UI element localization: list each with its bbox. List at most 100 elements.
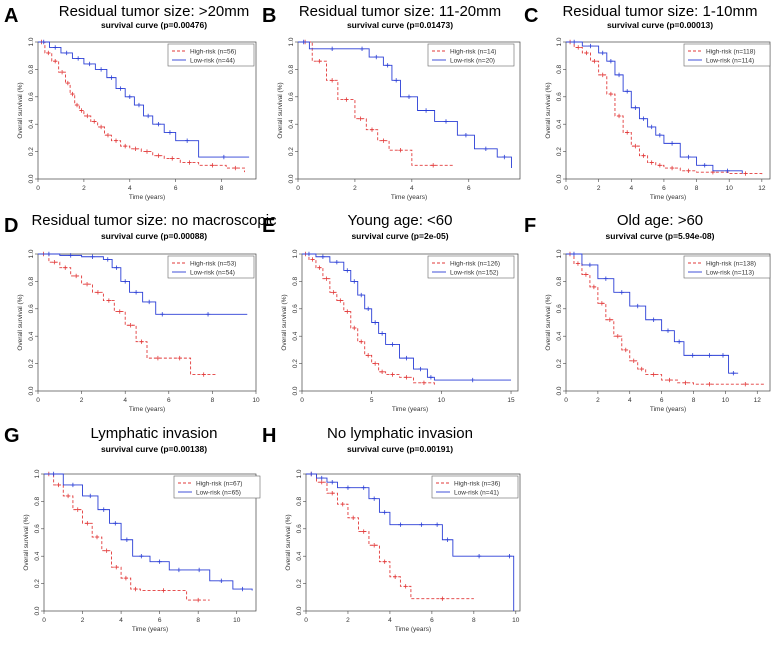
censor-mark: [398, 148, 403, 153]
x-axis-label: Time (years): [129, 194, 165, 201]
legend-box: [683, 255, 771, 279]
censor-mark: [124, 537, 130, 542]
censor-mark: [330, 490, 335, 496]
x-tick-label: 6: [467, 185, 471, 192]
censor-mark: [128, 323, 133, 328]
y-tick-label: 0.0: [288, 174, 295, 183]
censor-mark: [665, 328, 671, 333]
censor-mark: [184, 138, 190, 143]
censor-mark: [64, 50, 69, 56]
censor-mark: [109, 75, 114, 80]
y-tick-label: 1.0: [28, 37, 35, 46]
censor-mark: [649, 124, 654, 130]
legend-entry: Low-risk (n=44): [190, 57, 235, 64]
plot-frame: [565, 41, 771, 180]
panel-letter: F: [524, 215, 536, 237]
censor-mark: [382, 559, 387, 564]
censor-mark: [743, 381, 748, 387]
x-tick-label: 5: [370, 397, 374, 404]
censor-mark: [101, 507, 106, 512]
censor-mark: [600, 50, 605, 56]
legend-entry: Low-risk (n=114): [706, 57, 754, 64]
legend-entry: Low-risk (n=152): [450, 269, 499, 276]
censor-mark: [95, 290, 101, 295]
x-axis-label: Time (years): [132, 626, 168, 633]
censor-mark: [351, 515, 356, 521]
censor-mark: [608, 91, 614, 97]
x-tick-label: 6: [660, 397, 664, 404]
censor-mark: [74, 102, 80, 108]
series-line-low-risk: [38, 253, 248, 315]
censor-mark: [155, 355, 161, 361]
y-tick-label: 0.4: [556, 119, 563, 128]
censor-mark: [177, 355, 182, 361]
censor-mark: [98, 67, 104, 72]
series-line-low-risk: [44, 473, 253, 591]
censor-mark: [329, 78, 335, 83]
x-tick-label: 2: [81, 617, 85, 624]
x-tick-label: 8: [472, 617, 476, 624]
censor-mark: [123, 279, 128, 284]
y-tick-label: 1.0: [556, 249, 563, 258]
y-tick-label: 1.0: [288, 37, 295, 46]
censor-mark: [599, 301, 605, 306]
x-tick-label: 2: [82, 185, 86, 192]
censor-mark: [187, 160, 192, 165]
censor-mark: [507, 554, 512, 559]
plot-frame: [301, 253, 519, 392]
censor-mark: [392, 574, 398, 579]
series-line-high-risk: [302, 253, 435, 386]
y-tick-label: 0.4: [34, 551, 41, 560]
censor-mark: [75, 56, 81, 61]
y-tick-label: 0.8: [556, 277, 563, 286]
censor-mark: [385, 63, 390, 68]
censor-mark: [445, 537, 450, 542]
legend-entry: Low-risk (n=41): [454, 489, 499, 496]
censor-mark: [669, 141, 675, 146]
censor-mark: [707, 353, 712, 358]
y-tick-label: 0.4: [292, 331, 299, 340]
censor-mark: [133, 586, 138, 592]
censor-mark: [476, 554, 482, 559]
censor-mark: [398, 522, 403, 527]
censor-mark: [372, 361, 378, 366]
censor-mark: [372, 320, 378, 325]
censor-mark: [352, 279, 357, 284]
censor-mark: [361, 485, 366, 490]
x-tick-label: 8: [695, 185, 699, 192]
censor-mark: [428, 375, 434, 380]
censor-mark: [404, 375, 409, 380]
censor-mark: [170, 156, 175, 161]
censor-mark: [571, 251, 577, 257]
censor-mark: [157, 559, 162, 564]
y-axis-label: Overall survival (%): [277, 82, 284, 138]
censor-mark: [725, 168, 730, 173]
x-tick-label: 2: [597, 185, 601, 192]
censor-mark: [310, 257, 315, 262]
plot-frame: [297, 41, 521, 180]
y-tick-label: 1.0: [556, 37, 563, 46]
x-tick-label: 4: [123, 397, 127, 404]
censor-mark: [196, 567, 202, 573]
y-tick-label: 0.2: [28, 359, 35, 368]
y-tick-label: 0.6: [292, 304, 299, 313]
censor-mark: [657, 132, 663, 138]
x-axis-label: Time (years): [650, 406, 686, 413]
y-axis-label: Overall survival (%): [285, 514, 292, 570]
y-tick-label: 0.8: [28, 65, 35, 74]
y-tick-label: 0.4: [28, 331, 35, 340]
censor-mark: [219, 578, 224, 584]
censor-mark: [113, 521, 118, 526]
censor-mark: [702, 163, 707, 168]
x-axis-label: Time (years): [391, 194, 427, 201]
panel-heading: Young age: <60: [348, 212, 453, 229]
x-tick-label: 10: [722, 397, 730, 404]
x-tick-label: 6: [662, 185, 666, 192]
censor-mark: [390, 342, 395, 347]
y-tick-label: 1.0: [296, 469, 303, 478]
panel-heading: Residual tumor size: 11-20mm: [299, 3, 501, 20]
x-tick-label: 2: [353, 185, 357, 192]
panel-g: G Lymphatic invasion survival curve (p=0.0…: [4, 425, 261, 633]
